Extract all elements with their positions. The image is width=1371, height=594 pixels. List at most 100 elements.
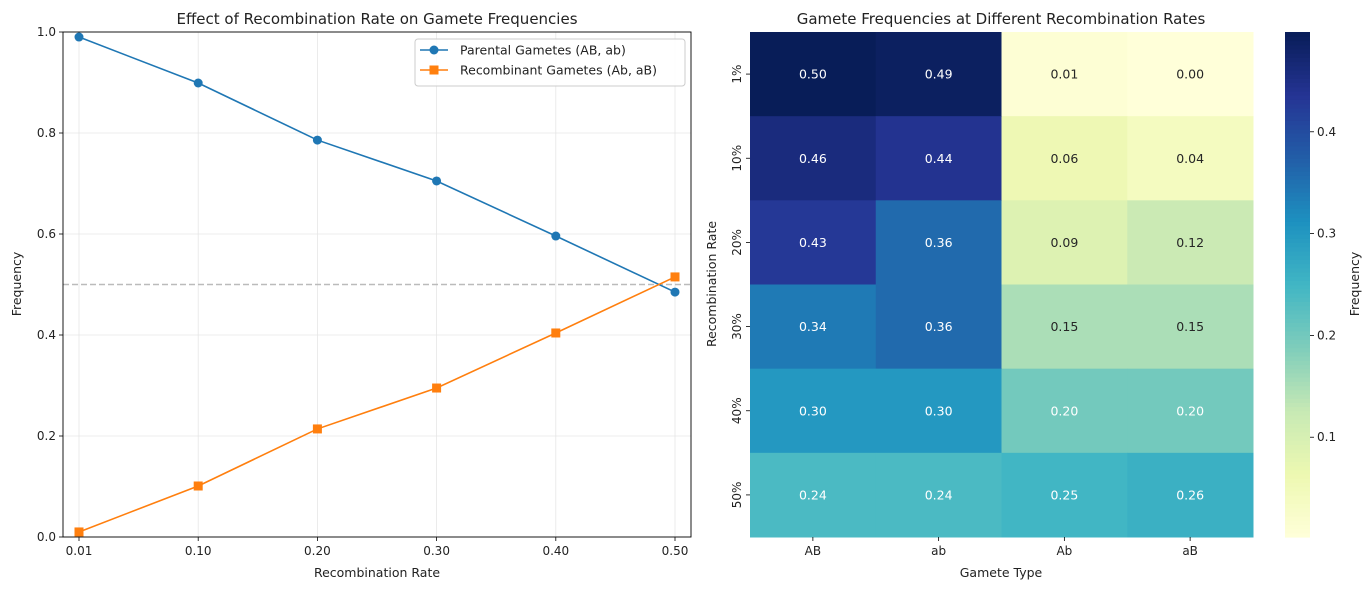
heatmap-cell — [1001, 368, 1128, 454]
heatmap-cell — [875, 200, 1002, 285]
colorbar-segment — [1285, 183, 1310, 189]
colorbar-segment — [1285, 469, 1310, 475]
heatmap-cell — [875, 368, 1002, 454]
x-tick-label: ab — [931, 544, 946, 558]
colorbar-segment — [1285, 473, 1310, 479]
colorbar-segment — [1285, 99, 1310, 105]
colorbar-segment — [1285, 36, 1310, 42]
colorbar-segment — [1285, 305, 1310, 311]
colorbar-segment — [1285, 292, 1310, 298]
colorbar-segment — [1285, 478, 1310, 483]
colorbar-segment — [1285, 120, 1310, 126]
colorbar-segment — [1285, 40, 1310, 46]
data-point — [551, 328, 561, 338]
colorbar-segment — [1285, 372, 1310, 378]
colorbar-segment — [1285, 494, 1310, 500]
data-point — [432, 383, 442, 393]
heatmap-cell — [1127, 452, 1254, 538]
cell-label: 0.15 — [1176, 319, 1204, 334]
data-point — [193, 481, 203, 491]
colorbar-segment — [1285, 225, 1310, 231]
colorbar-segment — [1285, 166, 1310, 172]
heatmap-cell — [1001, 284, 1128, 370]
colorbar-segment — [1285, 74, 1310, 79]
y-tick-label: 1.0 — [37, 25, 56, 39]
colorbar-segment — [1285, 318, 1310, 323]
legend-label: Recombinant Gametes (Ab, aB) — [460, 63, 657, 78]
colorbar-segment — [1285, 238, 1310, 244]
cell-label: 0.15 — [1050, 319, 1078, 334]
colorbar-segment — [1285, 212, 1310, 218]
colorbar-segment — [1285, 250, 1310, 256]
colorbar-segment — [1285, 490, 1310, 496]
colorbar-segment — [1285, 427, 1310, 433]
colorbar-segment — [1285, 524, 1310, 530]
heatmap-cell — [1001, 116, 1128, 201]
x-tick-label: aB — [1182, 544, 1198, 558]
cell-label: 0.49 — [925, 67, 953, 82]
colorbar-segment — [1285, 242, 1310, 248]
colorbar-segment — [1285, 389, 1310, 395]
colorbar-segment — [1285, 339, 1310, 345]
y-tick-label: 0.2 — [37, 429, 56, 443]
colorbar-segment — [1285, 271, 1310, 277]
heatmap-cell — [1127, 284, 1254, 370]
data-point — [670, 287, 680, 297]
heatmap-cell — [1127, 200, 1254, 285]
colorbar-segment — [1285, 78, 1310, 84]
colorbar-segment — [1285, 149, 1310, 155]
cell-label: 0.30 — [799, 403, 827, 418]
colorbar-segment — [1285, 444, 1310, 450]
colorbar-segment — [1285, 423, 1310, 429]
legend-marker — [429, 65, 439, 75]
colorbar-segment — [1285, 393, 1310, 399]
colorbar-segment — [1285, 103, 1310, 109]
heatmap-cell — [1127, 116, 1254, 201]
x-tick-label: 0.01 — [66, 544, 93, 558]
cell-label: 0.24 — [799, 487, 827, 502]
y-tick-label: 50% — [730, 482, 744, 509]
colorbar-segment — [1285, 137, 1310, 143]
colorbar-segment — [1285, 414, 1310, 420]
colorbar-segment — [1285, 410, 1310, 416]
colorbar-segment — [1285, 515, 1310, 521]
colorbar-segment — [1285, 330, 1310, 336]
colorbar-tick-label: 0.4 — [1317, 125, 1336, 139]
heatmap-cell — [750, 284, 877, 370]
colorbar-segment — [1285, 440, 1310, 446]
colorbar-segment — [1285, 267, 1310, 273]
y-tick-label: 30% — [730, 313, 744, 340]
colorbar-segment — [1285, 246, 1310, 252]
cell-label: 0.00 — [1176, 67, 1204, 82]
legend: Parental Gametes (AB, ab) Recombinant Gam… — [414, 38, 686, 87]
colorbar-segment — [1285, 82, 1310, 88]
cell-label: 0.20 — [1050, 403, 1078, 418]
heatmap-cell — [750, 32, 877, 117]
colorbar-segment — [1285, 402, 1310, 408]
colorbar-segment — [1285, 229, 1310, 235]
y-tick-label: 0.8 — [37, 126, 56, 140]
colorbar-segment — [1285, 57, 1310, 63]
cell-label: 0.30 — [925, 403, 953, 418]
colorbar-segment — [1285, 335, 1310, 340]
cell-label: 0.36 — [925, 235, 953, 250]
colorbar-segment — [1285, 356, 1310, 361]
legend-label: Parental Gametes (AB, ab) — [460, 43, 626, 58]
colorbar-segment — [1285, 457, 1310, 462]
line-chart-xlabel: Recombination Rate — [314, 565, 440, 580]
colorbar-segment — [1285, 145, 1310, 151]
colorbar-segment — [1285, 364, 1310, 370]
heatmap-cell — [875, 116, 1002, 201]
y-tick-label: 1% — [730, 65, 744, 84]
colorbar-segment — [1285, 141, 1310, 147]
y-tick-label: 20% — [730, 229, 744, 256]
data-point — [74, 527, 84, 537]
colorbar-segment — [1285, 284, 1310, 290]
colorbar-segment — [1285, 436, 1310, 441]
heatmap-cell — [750, 452, 877, 538]
heatmap-ylabel: Recombination Rate — [704, 221, 719, 347]
heatmap-cell — [875, 32, 1002, 117]
colorbar-segment — [1285, 507, 1310, 513]
colorbar-segment — [1285, 280, 1310, 286]
cell-label: 0.06 — [1050, 151, 1078, 166]
